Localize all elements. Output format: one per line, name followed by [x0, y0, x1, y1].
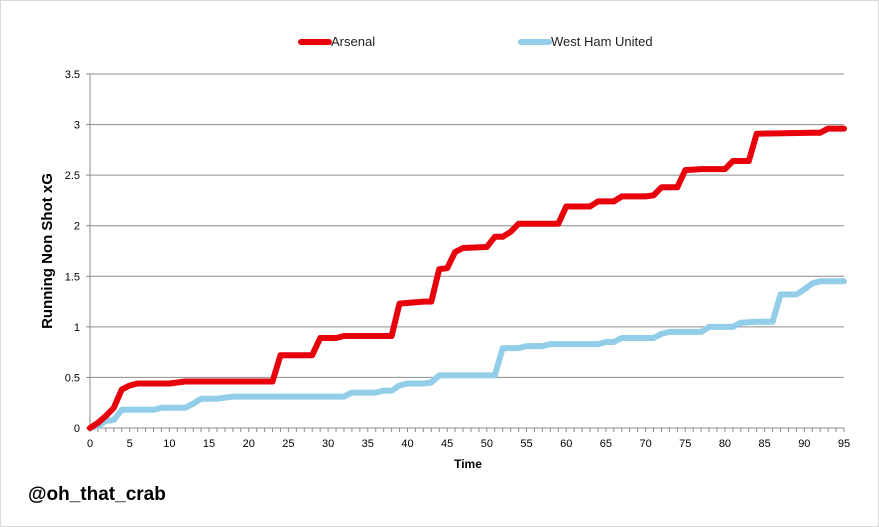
x-tick-label: 85 — [759, 438, 771, 450]
x-tick-label: 20 — [243, 438, 255, 450]
legend-label-west-ham-united: West Ham United — [551, 34, 653, 49]
y-tick-label: 3.5 — [65, 69, 80, 81]
y-axis-title: Running Non Shot xG — [39, 173, 56, 329]
x-tick-labels: 0 5 10 15 20 25 30 35 40 45 50 55 60 65 70 75 80 85 90 95 — [87, 438, 850, 450]
series-line-west-ham-united — [87, 278, 847, 431]
x-tick-label: 75 — [679, 438, 691, 450]
x-tick-label: 30 — [322, 438, 334, 450]
series-line-arsenal — [87, 125, 847, 431]
y-tick-labels: 0 0.5 1 1.5 2 2.5 3 3.5 — [65, 69, 80, 435]
y-tick-label: 1.5 — [65, 271, 80, 283]
legend: Arsenal West Ham United — [298, 34, 653, 49]
x-tick-label: 65 — [600, 438, 612, 450]
x-tick-label: 90 — [798, 438, 810, 450]
x-tick-label: 35 — [362, 438, 374, 450]
y-tick-label: 2 — [74, 221, 80, 233]
x-tick-label: 95 — [838, 438, 850, 450]
x-tick-label: 55 — [520, 438, 532, 450]
x-tick-label: 70 — [639, 438, 651, 450]
x-tick-label: 15 — [203, 438, 215, 450]
grid-lines — [90, 73, 844, 378]
x-tick-label: 45 — [441, 438, 453, 450]
y-tick-label: 3 — [74, 120, 80, 132]
author-credit: @oh_that_crab — [28, 484, 166, 505]
x-axis-title: Time — [454, 457, 482, 471]
y-tick-label: 0 — [74, 423, 80, 435]
x-tick-label: 0 — [87, 438, 93, 450]
y-tick-label: 0.5 — [65, 372, 80, 384]
x-tick-label: 25 — [282, 438, 294, 450]
series-lines — [87, 125, 847, 431]
axes — [86, 73, 845, 432]
x-tick-label: 60 — [560, 438, 572, 450]
x-tick-label: 80 — [719, 438, 731, 450]
y-tick-label: 1 — [74, 322, 80, 334]
y-tick-label: 2.5 — [65, 170, 80, 182]
x-tick-label: 5 — [127, 438, 133, 450]
legend-label-arsenal: Arsenal — [331, 34, 375, 49]
x-tick-label: 40 — [401, 438, 413, 450]
x-tick-label: 10 — [163, 438, 175, 450]
x-tick-label: 50 — [481, 438, 493, 450]
